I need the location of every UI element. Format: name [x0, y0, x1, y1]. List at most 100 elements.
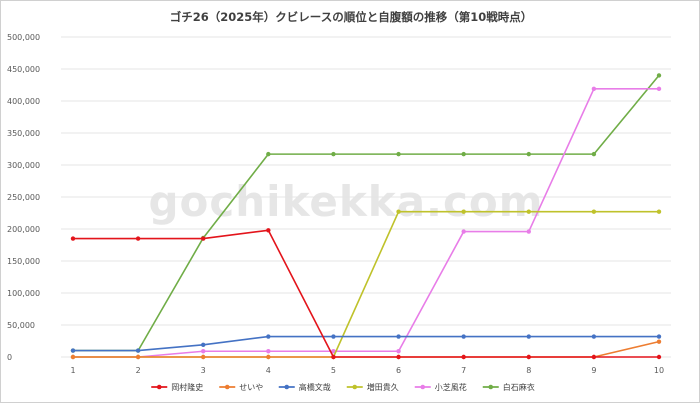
- legend-marker-icon: [224, 384, 230, 390]
- y-tick-label: 200,000: [7, 225, 40, 234]
- series-line: [73, 335, 659, 352]
- data-point: [526, 354, 531, 360]
- data-point: [135, 236, 141, 241]
- legend-item: 増田貴久: [346, 382, 399, 392]
- data-point: [201, 236, 206, 241]
- data-point: [201, 349, 206, 354]
- legend-item: 白石麻衣: [482, 382, 535, 392]
- series-line: [73, 210, 659, 358]
- data-point: [331, 354, 336, 360]
- data-point: [461, 209, 466, 214]
- x-tick-label: 5: [331, 366, 336, 375]
- data-point: [656, 209, 662, 214]
- data-point: [591, 209, 597, 214]
- x-tick-label: 6: [396, 366, 401, 375]
- watermark: gochikekka.com: [148, 177, 543, 226]
- legend-item: せいや: [219, 383, 263, 392]
- data-point: [266, 354, 271, 360]
- x-tick-label: 7: [461, 366, 466, 375]
- data-point: [526, 334, 531, 339]
- x-tick-label: 8: [526, 366, 531, 375]
- data-point: [70, 236, 76, 241]
- data-point: [396, 151, 401, 157]
- data-point: [396, 354, 401, 360]
- y-tick-label: 450,000: [7, 65, 40, 74]
- y-tick-label: 500,000: [7, 33, 40, 42]
- series-line: [73, 74, 660, 352]
- data-point: [461, 229, 466, 234]
- y-tick-label: 150,000: [7, 257, 40, 266]
- y-tick-label: 300,000: [7, 161, 40, 170]
- x-tick-label: 1: [70, 366, 75, 375]
- y-tick-label: 400,000: [7, 97, 40, 106]
- legend-marker-icon: [156, 384, 162, 390]
- data-point: [461, 151, 466, 157]
- y-tick-label: 0: [7, 353, 12, 362]
- series-lines: [70, 73, 662, 360]
- data-point: [266, 228, 271, 233]
- data-point: [526, 209, 531, 214]
- series-line: [73, 88, 659, 358]
- y-tick-label: 100,000: [7, 289, 40, 298]
- y-tick-label: 350,000: [7, 129, 40, 138]
- x-axis-tick-labels: 1 2 3 4 5 6 7 8 9 10: [70, 366, 664, 375]
- legend-marker-icon: [284, 384, 290, 390]
- data-point: [135, 348, 141, 353]
- data-point: [656, 86, 662, 92]
- data-point: [396, 209, 401, 214]
- data-point: [396, 334, 401, 339]
- legend-label: 岡村隆史: [171, 382, 203, 392]
- gridlines: [61, 36, 671, 358]
- data-point: [461, 354, 466, 360]
- data-point: [656, 339, 662, 344]
- legend-marker-icon: [488, 384, 494, 390]
- data-point: [526, 229, 531, 234]
- data-point: [591, 334, 597, 339]
- x-tick-label: 3: [201, 366, 206, 375]
- legend-label: 白石麻衣: [503, 382, 535, 392]
- data-point: [266, 334, 271, 339]
- x-tick-label: 9: [591, 366, 596, 375]
- series-group: [70, 334, 662, 353]
- legend-label: 小芝風花: [435, 382, 467, 392]
- series-line: [73, 229, 659, 358]
- y-tick-label: 50,000: [7, 321, 35, 330]
- x-tick-label: 2: [136, 366, 141, 375]
- data-point: [331, 334, 336, 339]
- legend: 岡村隆史 せいや 高橋文哉 増田貴久 小芝風花 白石麻衣: [151, 382, 535, 392]
- x-tick-label: 10: [654, 366, 664, 375]
- data-point: [656, 354, 662, 360]
- series-group: [70, 228, 662, 360]
- legend-label: せいや: [239, 383, 263, 392]
- data-point: [656, 73, 662, 78]
- data-point: [201, 342, 206, 348]
- x-tick-label: 4: [266, 366, 271, 375]
- data-point: [201, 354, 206, 360]
- data-point: [526, 151, 531, 157]
- data-point: [656, 334, 662, 339]
- legend-label: 増田貴久: [367, 382, 399, 392]
- data-point: [461, 334, 466, 339]
- data-point: [591, 354, 597, 360]
- data-point: [266, 151, 271, 157]
- data-point: [591, 86, 597, 92]
- data-point: [135, 354, 141, 360]
- data-point: [266, 349, 271, 354]
- chart-title: ゴチ26（2025年）クビレースの順位と自腹額の推移（第10戦時点）: [170, 10, 532, 24]
- legend-marker-icon: [352, 384, 358, 390]
- legend-item: 小芝風花: [414, 382, 467, 392]
- data-point: [331, 151, 336, 157]
- legend-item: 高橋文哉: [278, 382, 331, 392]
- data-point: [70, 348, 76, 353]
- data-point: [70, 354, 76, 360]
- data-point: [591, 151, 597, 157]
- legend-label: 高橋文哉: [299, 382, 331, 392]
- y-axis-tick-labels: 0 50,000 100,000 150,000 200,000 250,000 300,0…: [7, 33, 40, 362]
- data-point: [396, 349, 401, 354]
- legend-marker-icon: [420, 384, 426, 390]
- data-point: [331, 349, 336, 354]
- legend-item: 岡村隆史: [151, 382, 203, 392]
- y-tick-label: 250,000: [7, 193, 40, 202]
